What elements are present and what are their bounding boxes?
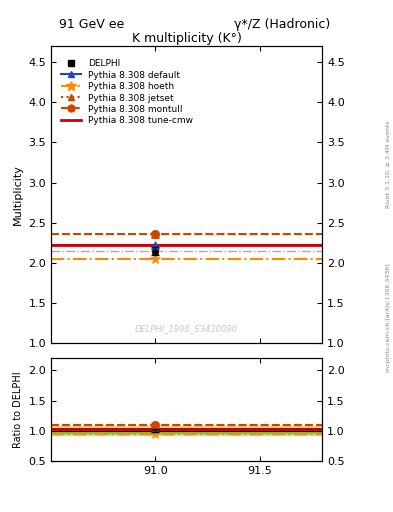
Text: Rivet 3.1.10, ≥ 3.4M events: Rivet 3.1.10, ≥ 3.4M events [386,120,391,208]
Text: mcplots.cern.ch [arXiv:1306.3436]: mcplots.cern.ch [arXiv:1306.3436] [386,263,391,372]
Text: 91 GeV ee: 91 GeV ee [59,18,124,31]
Title: K multiplicity (K°): K multiplicity (K°) [132,32,242,45]
Text: γ*/Z (Hadronic): γ*/Z (Hadronic) [234,18,330,31]
Y-axis label: Multiplicity: Multiplicity [13,164,23,225]
Legend: DELPHI, Pythia 8.308 default, Pythia 8.308 hoeth, Pythia 8.308 jetset, Pythia 8.: DELPHI, Pythia 8.308 default, Pythia 8.3… [58,56,196,128]
Bar [51,429,322,433]
Bar [51,426,322,435]
Text: DELPHI_1996_S3430090: DELPHI_1996_S3430090 [135,325,238,333]
Y-axis label: Ratio to DELPHI: Ratio to DELPHI [13,371,23,448]
